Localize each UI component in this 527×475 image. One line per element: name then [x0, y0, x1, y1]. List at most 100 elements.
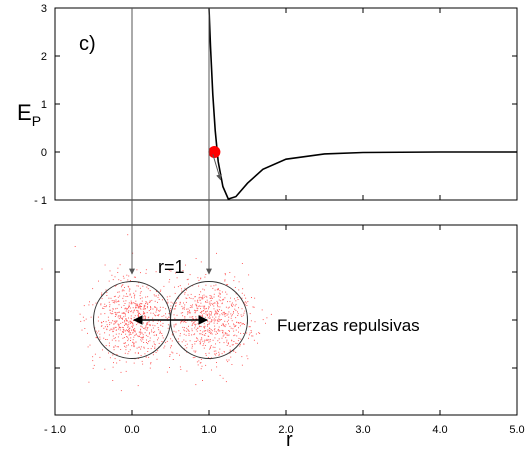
cloud-dot [128, 286, 130, 288]
cloud-dot [140, 328, 142, 330]
cloud-dot [215, 311, 217, 313]
cloud-dot [214, 328, 216, 330]
cloud-dot [214, 346, 216, 348]
cloud-dot [239, 325, 241, 327]
cloud-dot [146, 342, 147, 343]
cloud-dot [96, 332, 98, 334]
cloud-dot [215, 352, 217, 354]
cloud-dot [143, 342, 145, 343]
cloud-dot [231, 305, 233, 307]
cloud-dot [123, 329, 125, 331]
cloud-dot [141, 340, 143, 342]
potential-energy-curve [208, 7, 517, 200]
cloud-dot [222, 335, 224, 337]
cloud-dot [201, 334, 203, 336]
cloud-dot [203, 330, 205, 332]
cloud-dot [213, 350, 215, 352]
cloud-dot [118, 315, 120, 317]
cloud-dot [136, 324, 138, 326]
cloud-dot [206, 338, 208, 340]
cloud-dot [189, 309, 190, 311]
cloud-dot [222, 323, 224, 325]
cloud-dot [206, 315, 208, 317]
cloud-dot [143, 322, 144, 324]
cloud-dot [136, 304, 138, 306]
cloud-dot [212, 346, 214, 348]
cloud-dot [100, 313, 102, 315]
cloud-dot [128, 317, 129, 319]
cloud-dot [178, 341, 180, 343]
cloud-dot [126, 293, 127, 295]
cloud-dot [226, 284, 228, 285]
cloud-dot [161, 333, 163, 334]
cloud-dot [204, 334, 206, 336]
cloud-dot [212, 316, 214, 318]
cloud-dot [129, 288, 131, 290]
cloud-dot [199, 296, 201, 298]
cloud-dot [125, 333, 127, 335]
cloud-dot [207, 317, 209, 319]
cloud-dot [143, 306, 145, 308]
cloud-dot [207, 335, 209, 337]
cloud-dot [220, 319, 221, 321]
cloud-dot [208, 341, 210, 343]
cloud-dot [158, 314, 160, 315]
cloud-dot [99, 336, 101, 338]
cloud-dot [138, 336, 140, 338]
cloud-dot [254, 321, 256, 323]
cloud-dot [201, 310, 202, 312]
cloud-dot [112, 327, 114, 329]
cloud-dot [157, 327, 159, 329]
cloud-dot [217, 306, 219, 308]
cloud-dot [208, 305, 210, 307]
top-x-axis-ticks [54, 8, 518, 200]
cloud-dot [205, 353, 207, 355]
cloud-dot [138, 346, 140, 348]
cloud-dot [186, 343, 188, 345]
cloud-dot [121, 326, 123, 328]
cloud-dot [170, 308, 171, 310]
cloud-dot [170, 347, 171, 349]
cloud-dot [200, 305, 202, 307]
cloud-dot [128, 275, 130, 277]
cloud-dot [225, 306, 227, 308]
cloud-dot [193, 350, 195, 352]
cloud-dot [85, 318, 87, 320]
cloud-dot [167, 302, 169, 304]
cloud-dot [165, 342, 167, 344]
cloud-dot [154, 346, 156, 348]
cloud-dot [145, 334, 147, 336]
cloud-dot [139, 331, 141, 333]
cloud-dot [248, 274, 250, 276]
cloud-dot [133, 362, 135, 364]
cloud-dot [149, 367, 151, 369]
cloud-dot [251, 335, 253, 337]
cloud-dot [210, 345, 212, 347]
cloud-dot [135, 300, 137, 302]
cloud-dot [183, 302, 184, 304]
cloud-dot [239, 345, 241, 347]
cloud-dot [141, 337, 143, 339]
cloud-dot [137, 352, 139, 354]
cloud-dot [137, 322, 139, 324]
cloud-dot [133, 346, 135, 348]
cloud-dot [145, 325, 147, 327]
cloud-dot [200, 333, 202, 335]
cloud-dot [167, 301, 169, 303]
cloud-dot [90, 316, 92, 318]
cloud-dot [130, 340, 131, 341]
cloud-dot [194, 296, 196, 297]
cloud-dot [214, 353, 216, 355]
cloud-dot [214, 319, 216, 321]
cloud-dot [145, 303, 146, 305]
cloud-dot [198, 305, 200, 307]
cloud-dot [203, 326, 205, 328]
cloud-dot [252, 335, 254, 337]
cloud-dot [237, 315, 239, 316]
cloud-dot [104, 368, 106, 370]
cloud-dot [190, 297, 192, 299]
cloud-dot [125, 300, 127, 302]
cloud-dot [228, 330, 230, 331]
cloud-dot [122, 275, 124, 277]
cloud-dot [199, 343, 201, 344]
